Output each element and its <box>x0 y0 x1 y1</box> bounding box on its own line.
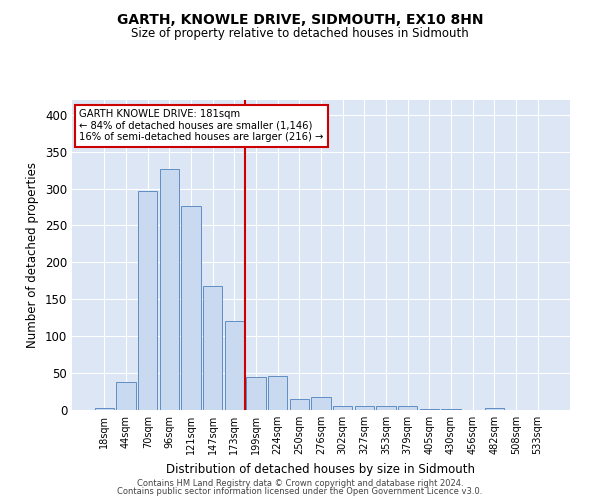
Bar <box>333 406 352 410</box>
X-axis label: Distribution of detached houses by size in Sidmouth: Distribution of detached houses by size … <box>167 462 476 475</box>
Text: Contains public sector information licensed under the Open Government Licence v3: Contains public sector information licen… <box>118 487 482 496</box>
Bar <box>224 320 244 410</box>
Bar <box>95 408 114 410</box>
Bar <box>268 376 287 410</box>
Bar <box>138 191 157 410</box>
Text: Size of property relative to detached houses in Sidmouth: Size of property relative to detached ho… <box>131 28 469 40</box>
Bar <box>116 382 136 410</box>
Text: Contains HM Land Registry data © Crown copyright and database right 2024.: Contains HM Land Registry data © Crown c… <box>137 478 463 488</box>
Bar <box>419 408 439 410</box>
Text: GARTH KNOWLE DRIVE: 181sqm
← 84% of detached houses are smaller (1,146)
16% of s: GARTH KNOWLE DRIVE: 181sqm ← 84% of deta… <box>79 110 324 142</box>
Bar <box>485 408 504 410</box>
Bar <box>290 399 309 410</box>
Text: GARTH, KNOWLE DRIVE, SIDMOUTH, EX10 8HN: GARTH, KNOWLE DRIVE, SIDMOUTH, EX10 8HN <box>117 12 483 26</box>
Bar <box>160 170 179 410</box>
Bar <box>246 377 266 410</box>
Bar <box>398 406 418 410</box>
Bar <box>203 286 223 410</box>
Bar <box>376 406 396 410</box>
Bar <box>181 206 201 410</box>
Bar <box>311 398 331 410</box>
Y-axis label: Number of detached properties: Number of detached properties <box>26 162 40 348</box>
Bar <box>355 406 374 410</box>
